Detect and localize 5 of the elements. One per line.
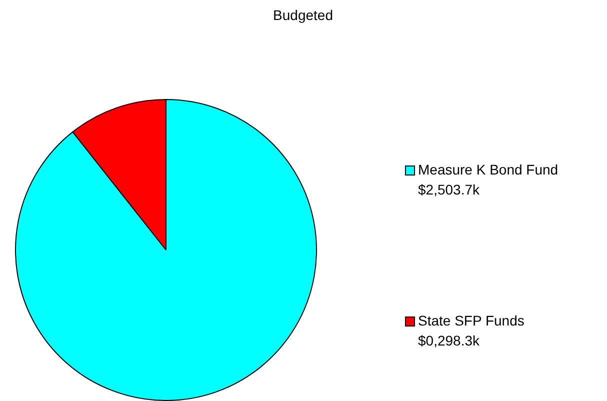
data-label: $0,298.3k (418, 332, 480, 348)
legend-label: Measure K Bond Fund (418, 161, 558, 178)
chart-title: Budgeted (273, 6, 333, 23)
legend-label: State SFP Funds (418, 312, 524, 328)
data-label: $2,503.7k (418, 181, 480, 198)
